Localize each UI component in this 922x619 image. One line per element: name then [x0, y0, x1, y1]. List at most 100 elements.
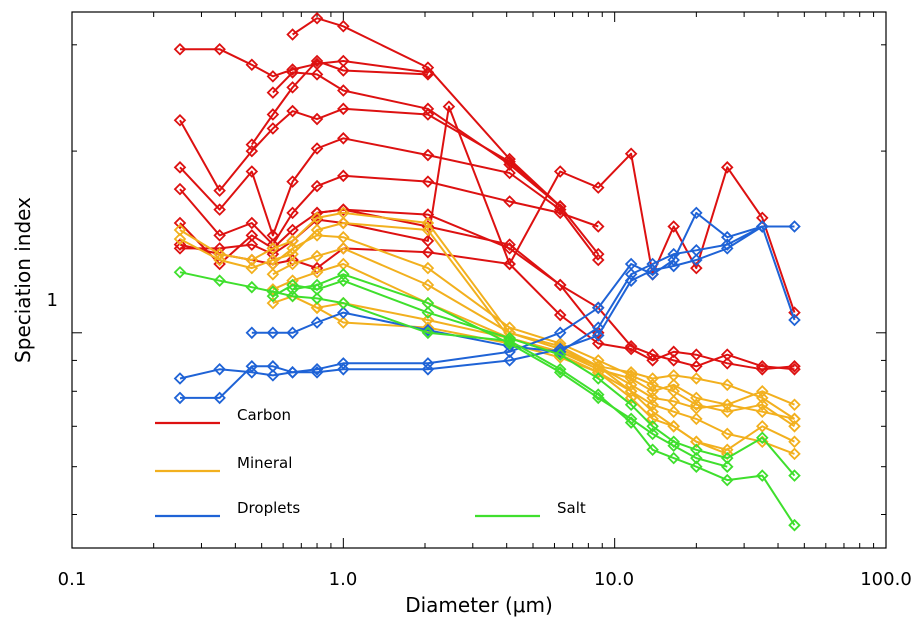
- data-point: [624, 398, 638, 412]
- data-point: [788, 469, 801, 482]
- data-point: [310, 278, 324, 292]
- data-point: [266, 326, 280, 340]
- data-point: [286, 366, 299, 379]
- data-point: [788, 360, 801, 373]
- series-line: [272, 279, 796, 477]
- data-point: [245, 280, 259, 294]
- data-point: [690, 435, 703, 448]
- data-point: [421, 363, 435, 376]
- data-point: [720, 378, 734, 392]
- data-point: [310, 316, 324, 329]
- data-point: [310, 11, 324, 25]
- data-point: [646, 420, 659, 433]
- data-point: [310, 363, 324, 376]
- data-point: [421, 148, 435, 162]
- data-point: [503, 238, 516, 251]
- data-point: [720, 238, 734, 251]
- data-point: [720, 348, 734, 361]
- data-point: [173, 238, 187, 251]
- data-point: [173, 391, 187, 405]
- series-carbon-5: [173, 132, 605, 267]
- data-point: [286, 104, 299, 118]
- data-point: [245, 165, 259, 178]
- series-line: [316, 208, 795, 371]
- series-line: [179, 174, 599, 246]
- legend-label: Mineral: [237, 454, 292, 472]
- data-point: [503, 345, 516, 359]
- series-line: [179, 107, 561, 208]
- data-point: [337, 64, 350, 77]
- data-point: [503, 166, 516, 180]
- data-point: [503, 337, 516, 350]
- data-point: [591, 301, 605, 315]
- data-point: [624, 391, 638, 405]
- data-point: [245, 238, 259, 251]
- data-point: [310, 54, 324, 68]
- data-point: [720, 161, 734, 174]
- data-point: [667, 220, 680, 233]
- data-point: [286, 242, 299, 255]
- data-point: [720, 398, 734, 412]
- data-point: [286, 28, 299, 41]
- data-point: [213, 391, 226, 405]
- data-point: [591, 181, 605, 194]
- data-point: [646, 398, 659, 412]
- data-point: [624, 147, 638, 161]
- series-salt-23: [286, 268, 734, 473]
- data-point: [788, 518, 801, 532]
- data-point: [421, 261, 435, 275]
- data-point: [553, 326, 567, 340]
- data-point: [310, 366, 324, 379]
- data-point: [690, 372, 703, 385]
- data-point: [788, 412, 801, 426]
- data-point: [646, 385, 659, 398]
- data-point: [286, 63, 299, 76]
- data-point: [266, 70, 280, 83]
- data-point: [213, 42, 226, 56]
- data-point: [553, 165, 567, 178]
- data-point: [266, 289, 280, 303]
- data-point: [788, 420, 801, 433]
- data-point: [286, 289, 299, 303]
- data-point: [213, 363, 226, 376]
- data-point: [591, 372, 605, 385]
- data-point: [646, 263, 659, 277]
- series-mineral-13: [266, 229, 801, 433]
- data-point: [337, 316, 350, 329]
- data-point: [720, 473, 734, 487]
- data-point: [173, 216, 187, 230]
- x-tick-label-3: 100.0: [860, 569, 912, 590]
- series-line: [272, 295, 795, 451]
- x-tick-label-1: 1.0: [329, 569, 358, 590]
- legend-item-droplets: Droplets: [155, 499, 300, 518]
- data-point: [213, 203, 226, 216]
- data-point: [266, 369, 280, 382]
- x-axis-title: Diameter (μm): [405, 593, 553, 617]
- data-point: [173, 232, 187, 246]
- data-point: [720, 357, 734, 370]
- data-point: [245, 253, 259, 267]
- data-point: [421, 216, 435, 230]
- data-point: [624, 339, 638, 353]
- data-point: [337, 84, 350, 97]
- data-point: [720, 405, 734, 418]
- data-point: [690, 206, 703, 220]
- data-point: [503, 195, 516, 208]
- data-point: [173, 161, 187, 174]
- data-point: [646, 412, 659, 426]
- data-point: [286, 278, 299, 292]
- data-point: [690, 460, 703, 473]
- data-point: [421, 108, 435, 121]
- data-point: [591, 337, 605, 350]
- data-point: [690, 412, 703, 426]
- axis-ticks: [71, 12, 887, 548]
- data-point: [286, 234, 299, 248]
- data-point: [646, 391, 659, 405]
- data-point: [337, 274, 350, 287]
- data-point: [756, 360, 769, 373]
- legend-label: Salt: [557, 499, 586, 517]
- data-point: [690, 360, 703, 373]
- data-point: [788, 220, 801, 233]
- data-point: [421, 234, 435, 248]
- data-point: [421, 175, 435, 188]
